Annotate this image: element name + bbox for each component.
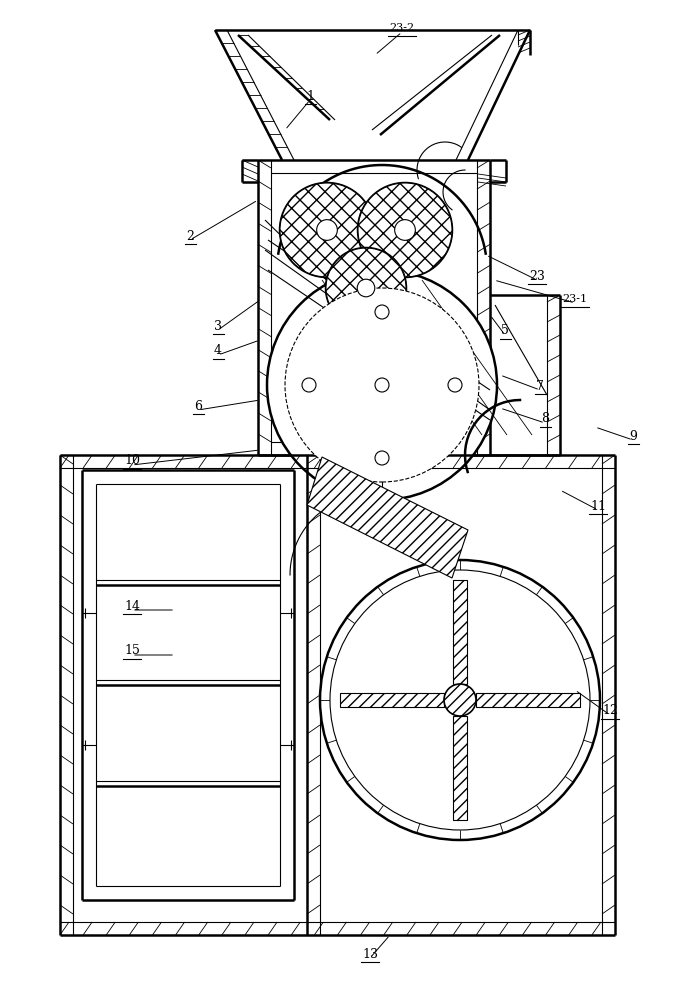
Circle shape: [280, 183, 374, 277]
Polygon shape: [453, 580, 467, 684]
Text: 8: 8: [541, 412, 549, 426]
Text: 10: 10: [124, 454, 140, 468]
Circle shape: [375, 451, 389, 465]
Polygon shape: [476, 693, 580, 707]
Circle shape: [375, 378, 389, 392]
Polygon shape: [307, 457, 468, 578]
Text: 2: 2: [186, 230, 194, 242]
Circle shape: [448, 378, 462, 392]
Text: 9: 9: [629, 430, 637, 442]
Circle shape: [326, 248, 406, 328]
Circle shape: [302, 378, 316, 392]
Circle shape: [285, 288, 479, 482]
Circle shape: [320, 560, 600, 840]
Text: 14: 14: [124, 599, 140, 612]
Text: 7: 7: [536, 379, 544, 392]
Polygon shape: [340, 693, 444, 707]
Circle shape: [358, 183, 452, 277]
Text: 1: 1: [306, 90, 314, 103]
Circle shape: [357, 279, 375, 297]
Circle shape: [444, 684, 476, 716]
Text: 12: 12: [602, 704, 618, 718]
Circle shape: [395, 220, 416, 240]
Polygon shape: [453, 716, 467, 820]
Text: 11: 11: [590, 499, 606, 512]
Circle shape: [326, 248, 406, 328]
Text: 15: 15: [124, 645, 140, 658]
Circle shape: [375, 305, 389, 319]
Text: 23: 23: [529, 269, 545, 282]
Circle shape: [267, 270, 497, 500]
Circle shape: [317, 220, 337, 240]
Text: 13: 13: [362, 948, 378, 960]
Text: 3: 3: [214, 320, 222, 332]
Text: 23-2: 23-2: [389, 23, 414, 33]
Circle shape: [330, 570, 590, 830]
Circle shape: [358, 183, 452, 277]
Circle shape: [280, 183, 374, 277]
Text: 5: 5: [501, 324, 509, 338]
Text: 6: 6: [194, 399, 202, 412]
Text: 4: 4: [214, 344, 222, 358]
Text: 23-1: 23-1: [562, 294, 587, 304]
